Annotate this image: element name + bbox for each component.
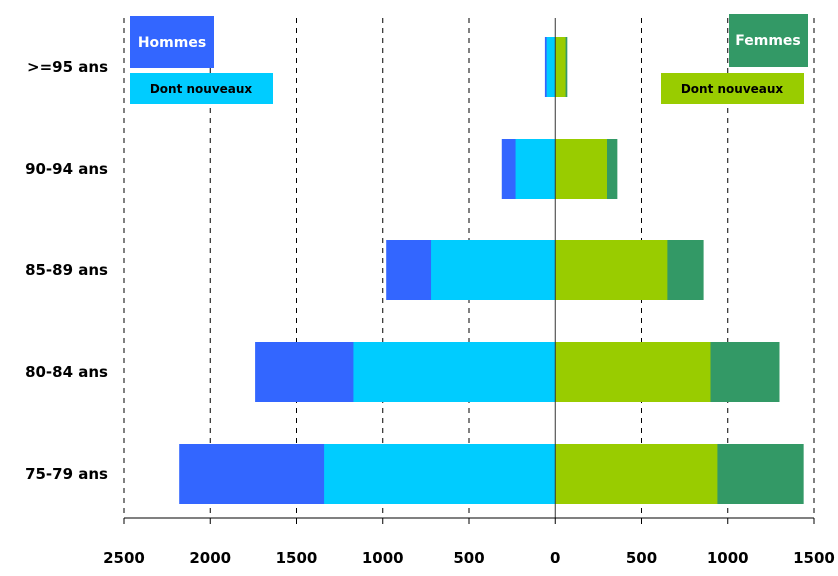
legend-hommes-label: Hommes [138,35,206,51]
legend-hommes-nouveaux: Dont nouveaux [130,73,273,104]
x-tick-label-6: 500 [626,549,657,567]
bar-left-nouveaux-3 [353,342,556,402]
legend-hommes-nouveaux-swatch [130,73,273,104]
bar-left-nouveaux-0 [546,37,556,97]
category-label-0: >=95 ans [27,58,108,76]
x-tick-label-2: 1500 [276,549,318,567]
axes [123,18,815,524]
x-tick-label-5: 0 [550,549,560,567]
legend-hommes: Hommes [130,16,214,68]
x-tick-label-0: 2500 [103,549,145,567]
category-label-2: 85-89 ans [25,261,108,279]
legend-femmes-swatch [729,14,808,67]
category-label-3: 80-84 ans [25,363,108,381]
bar-left-nouveaux-1 [515,139,556,199]
legend-hommes-nouveaux-label: Dont nouveaux [150,82,253,96]
bar-right-nouveaux-4 [555,444,718,504]
bar-left-nouveaux-2 [431,240,556,300]
x-tick-label-8: 1500 [793,549,835,567]
legend-femmes-label: Femmes [735,33,801,49]
x-tick-label-3: 1000 [362,549,404,567]
legend-femmes: Femmes [729,14,808,67]
category-label-1: 90-94 ans [25,160,108,178]
bar-left-nouveaux-4 [324,444,556,504]
bar-right-nouveaux-2 [555,240,668,300]
legend-femmes-nouveaux-swatch [661,73,804,104]
category-label-4: 75-79 ans [25,465,108,483]
legend-femmes-nouveaux-label: Dont nouveaux [681,82,784,96]
bar-right-nouveaux-0 [555,37,566,97]
legend-hommes-swatch [130,16,214,68]
labels: 2500 2000 1500 1000 500 0 500 1000 1500 >=95 ans 9… [25,58,835,567]
bar-right-nouveaux-3 [555,342,711,402]
bars [179,37,804,504]
x-tick-label-7: 1000 [707,549,749,567]
x-tick-label-1: 2000 [189,549,231,567]
legend-femmes-nouveaux: Dont nouveaux [661,73,804,104]
bar-right-nouveaux-1 [555,139,607,199]
x-tick-label-4: 500 [453,549,484,567]
